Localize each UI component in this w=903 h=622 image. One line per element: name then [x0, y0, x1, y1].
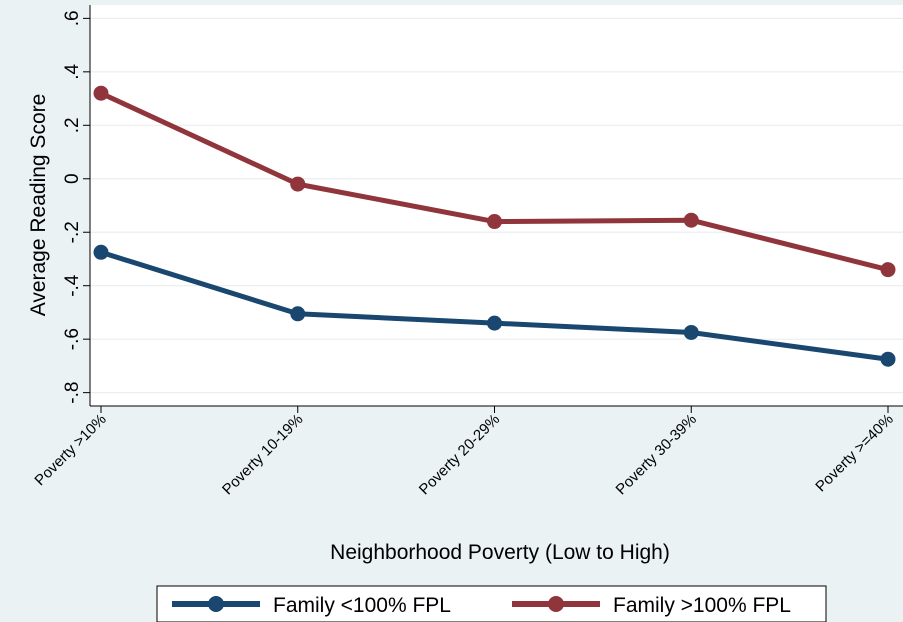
- x-tick-label: Poverty >10%: [31, 411, 109, 489]
- y-tick-label: .4: [62, 63, 83, 79]
- data-point: [290, 176, 306, 192]
- legend: Family <100% FPL Family >100% FPL: [156, 585, 827, 622]
- series-layer: [93, 85, 896, 367]
- legend-marker-series-1: [208, 596, 224, 612]
- x-tick-label: Poverty 20-29%: [416, 411, 503, 498]
- data-point: [880, 351, 896, 367]
- data-point: [93, 244, 109, 260]
- legend-label-series-2: Family >100% FPL: [613, 594, 791, 617]
- y-tick-label: .2: [62, 117, 83, 133]
- x-axis-ticks: Poverty >10% Poverty 10-19% Poverty 20-29%…: [31, 406, 897, 498]
- x-axis-title: Neighborhood Poverty (Low to High): [330, 541, 670, 564]
- legend-box: [156, 585, 827, 622]
- grid-lines: [90, 17, 903, 394]
- data-point: [683, 212, 699, 228]
- legend-label-series-1: Family <100% FPL: [273, 594, 451, 617]
- y-tick-label: 0: [62, 173, 83, 184]
- x-tick-label: Poverty 30-39%: [613, 411, 700, 498]
- data-point: [683, 324, 699, 340]
- data-point: [487, 214, 502, 230]
- data-point: [487, 315, 502, 331]
- data-point: [290, 306, 306, 322]
- y-tick-label: -.4: [62, 274, 83, 297]
- data-point: [880, 262, 896, 278]
- x-tick-label: Poverty 10-19%: [219, 411, 306, 498]
- y-tick-label: -.2: [62, 221, 83, 243]
- y-tick-label: .6: [62, 10, 83, 26]
- data-point: [93, 85, 109, 101]
- y-tick-label: -.8: [62, 382, 83, 404]
- y-axis-ticks: -.8 -.6 -.4 -.2 0 .2 .4 .6: [62, 10, 90, 404]
- y-tick-label: -.6: [62, 328, 83, 350]
- x-tick-label: Poverty >=40%: [812, 411, 897, 496]
- y-axis-title: Average Reading Score: [27, 94, 50, 317]
- legend-marker-series-2: [548, 596, 564, 612]
